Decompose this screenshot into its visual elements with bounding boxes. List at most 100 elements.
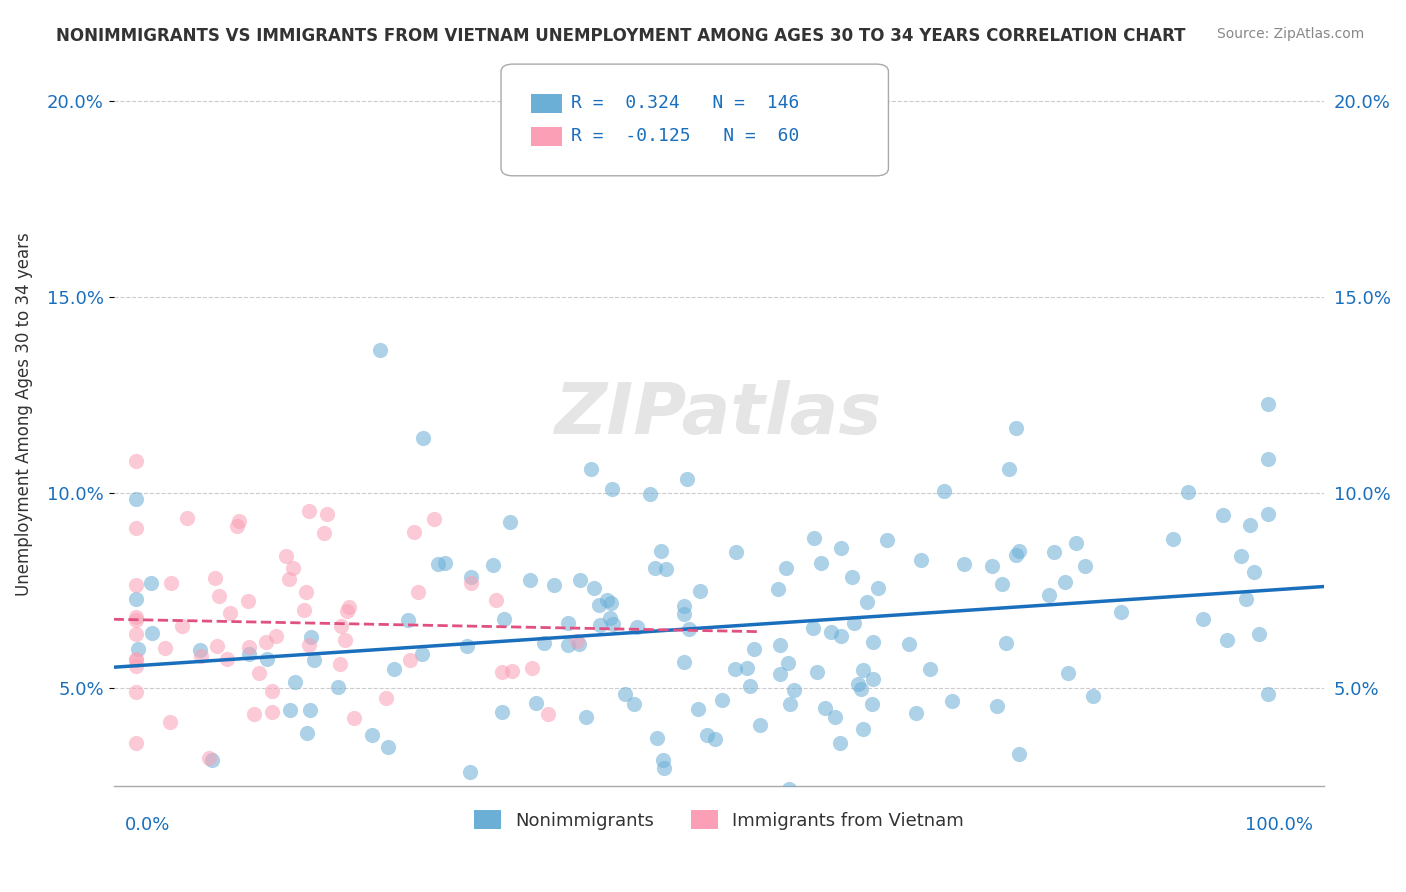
Point	[256, 652, 278, 666]
Point	[941, 694, 963, 708]
Point	[197, 750, 219, 764]
Point	[862, 634, 884, 648]
Point	[125, 592, 148, 607]
Point	[737, 858, 759, 872]
Point	[501, 664, 523, 678]
Point	[998, 462, 1021, 476]
Point	[423, 511, 446, 525]
Text: R =  0.324   N =  146: R = 0.324 N = 146	[571, 94, 800, 112]
Point	[920, 662, 942, 676]
Point	[433, 556, 456, 570]
Point	[801, 621, 824, 635]
Point	[588, 618, 610, 632]
Point	[125, 613, 148, 627]
Point	[866, 581, 889, 595]
Point	[519, 573, 541, 587]
Point	[650, 543, 672, 558]
Point	[568, 637, 591, 651]
Point	[153, 640, 176, 655]
Point	[769, 667, 792, 681]
Point	[742, 642, 765, 657]
Point	[986, 698, 1008, 713]
Point	[125, 453, 148, 467]
Point	[460, 765, 482, 780]
Point	[238, 640, 260, 654]
Point	[1161, 532, 1184, 546]
Point	[841, 570, 863, 584]
Point	[160, 576, 183, 591]
Point	[292, 603, 315, 617]
Point	[652, 761, 675, 775]
Point	[342, 710, 364, 724]
Point	[1066, 536, 1088, 550]
Point	[842, 615, 865, 630]
Point	[262, 684, 284, 698]
Point	[274, 549, 297, 563]
Point	[141, 626, 163, 640]
Point	[1247, 626, 1270, 640]
Legend: Nonimmigrants, Immigrants from Vietnam: Nonimmigrants, Immigrants from Vietnam	[467, 803, 972, 837]
Point	[499, 515, 522, 529]
Point	[588, 598, 610, 612]
Point	[557, 638, 579, 652]
Point	[676, 472, 699, 486]
Point	[673, 599, 696, 614]
Point	[830, 629, 852, 643]
Point	[740, 679, 762, 693]
Point	[910, 552, 932, 566]
Point	[599, 611, 621, 625]
Point	[897, 637, 920, 651]
Point	[1177, 485, 1199, 500]
Point	[412, 431, 434, 445]
Point	[1056, 666, 1078, 681]
Point	[952, 558, 974, 572]
Point	[247, 666, 270, 681]
Point	[125, 659, 148, 673]
Point	[710, 693, 733, 707]
Point	[1054, 574, 1077, 589]
Point	[1212, 508, 1234, 522]
Point	[281, 561, 304, 575]
Point	[1083, 689, 1105, 703]
Point	[575, 709, 598, 723]
Point	[820, 625, 842, 640]
Point	[583, 581, 606, 595]
Point	[284, 675, 307, 690]
Point	[724, 662, 747, 676]
Point	[779, 697, 801, 711]
Point	[689, 584, 711, 599]
Point	[125, 626, 148, 640]
Point	[749, 718, 772, 732]
Point	[217, 651, 239, 665]
Point	[614, 687, 637, 701]
Point	[399, 653, 422, 667]
Point	[1192, 612, 1215, 626]
Point	[569, 574, 592, 588]
Text: Source: ZipAtlas.com: Source: ZipAtlas.com	[1216, 27, 1364, 41]
Point	[208, 589, 231, 603]
Point	[299, 703, 322, 717]
Point	[769, 638, 792, 652]
Point	[778, 782, 800, 797]
Point	[735, 661, 758, 675]
Text: R =  -0.125   N =  60: R = -0.125 N = 60	[571, 128, 800, 145]
Point	[810, 556, 832, 570]
Point	[357, 817, 380, 831]
Point	[201, 753, 224, 767]
Point	[298, 638, 321, 652]
Point	[1216, 632, 1239, 647]
Point	[783, 683, 806, 698]
Point	[329, 657, 352, 671]
Point	[645, 731, 668, 746]
Point	[225, 518, 247, 533]
Point	[696, 728, 718, 742]
Point	[260, 706, 283, 720]
Text: 100.0%: 100.0%	[1244, 816, 1313, 834]
Point	[1234, 591, 1257, 606]
Point	[125, 492, 148, 507]
Point	[481, 558, 503, 572]
Point	[188, 643, 211, 657]
Point	[557, 616, 579, 631]
Point	[856, 595, 879, 609]
Point	[333, 632, 356, 647]
